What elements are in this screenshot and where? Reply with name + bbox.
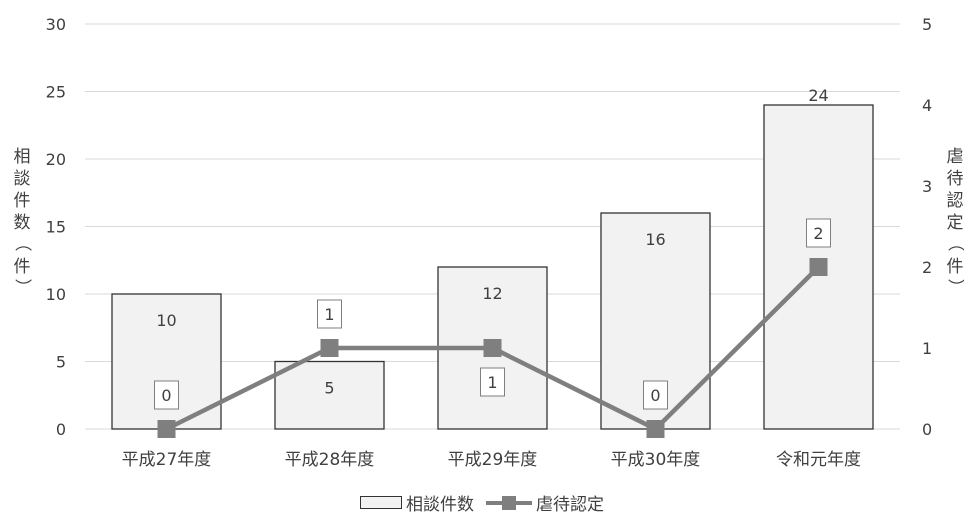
left-axis-title-char: 談 bbox=[14, 169, 31, 189]
left-tick-label: 0 bbox=[56, 420, 66, 439]
line-data-label: 1 bbox=[324, 305, 334, 324]
right-axis-title-char: 虐 bbox=[947, 147, 964, 167]
left-axis-title-char: （ bbox=[12, 235, 32, 252]
left-tick-label: 10 bbox=[46, 285, 66, 304]
right-tick-label: 1 bbox=[922, 339, 932, 358]
left-axis-title-char: 件 bbox=[14, 191, 31, 211]
right-tick-label: 5 bbox=[922, 15, 932, 34]
right-axis-title-char: ） bbox=[945, 279, 964, 296]
line-data-label: 2 bbox=[813, 224, 823, 243]
line-label-box bbox=[154, 380, 179, 410]
bar-data-label: 16 bbox=[645, 230, 665, 249]
right-tick-label: 4 bbox=[922, 96, 932, 115]
right-axis-title-char: 認 bbox=[947, 191, 964, 211]
line-label-box bbox=[806, 218, 831, 248]
bar-data-label: 10 bbox=[156, 311, 176, 330]
legend-bar-swatch bbox=[360, 496, 402, 509]
left-tick-label: 30 bbox=[46, 15, 66, 34]
left-tick-label: 25 bbox=[46, 83, 66, 102]
category-label: 平成27年度 bbox=[122, 450, 212, 470]
bar-data-label: 12 bbox=[482, 284, 502, 303]
left-tick-label: 20 bbox=[46, 150, 66, 169]
left-axis-title-char: ） bbox=[12, 279, 32, 296]
left-axis-ticks: 0 5 10 15 20 25 30 bbox=[46, 15, 66, 439]
line-label-box bbox=[480, 367, 505, 397]
left-axis-title-char: 相 bbox=[14, 147, 31, 167]
line-data-label: 1 bbox=[487, 373, 497, 392]
line-series bbox=[157, 258, 828, 438]
category-label: 平成29年度 bbox=[448, 450, 538, 470]
right-axis-title-char: （ bbox=[945, 235, 964, 252]
line-marker bbox=[483, 339, 502, 357]
left-axis-title: 相談件数（件） bbox=[12, 147, 32, 296]
line-label-box bbox=[643, 380, 668, 410]
category-label: 令和元年度 bbox=[776, 450, 861, 470]
bar-data-label: 5 bbox=[324, 379, 334, 398]
right-tick-label: 2 bbox=[922, 258, 932, 277]
left-tick-label: 15 bbox=[46, 218, 66, 237]
category-axis-labels: 平成27年度 平成28年度 平成29年度 平成30年度 令和元年度 bbox=[122, 450, 861, 470]
category-label: 平成30年度 bbox=[611, 450, 701, 470]
legend: 相談件数 虐待認定 bbox=[0, 490, 964, 515]
right-axis-title-char: 件 bbox=[947, 257, 964, 277]
line-marker bbox=[320, 339, 339, 357]
line-marker bbox=[157, 420, 176, 438]
line-label-box bbox=[317, 299, 342, 329]
bar bbox=[274, 360, 385, 430]
legend-line-label: 虐待認定 bbox=[536, 495, 604, 515]
right-axis-ticks: 0 1 2 3 4 5 bbox=[922, 15, 932, 439]
category-label: 平成28年度 bbox=[285, 450, 375, 470]
right-axis-title: 虐待認定 （ 件 ） bbox=[945, 147, 964, 296]
legend-line-swatch bbox=[486, 495, 532, 511]
bar-data-label: 24 bbox=[808, 86, 828, 105]
right-axis-title-char: 待 bbox=[947, 169, 964, 189]
left-axis-title-char: 数 bbox=[14, 213, 31, 233]
line-marker bbox=[646, 420, 665, 438]
right-axis-title-char: 定 bbox=[947, 213, 964, 233]
left-axis-title-char: 件 bbox=[14, 257, 31, 277]
legend-bar-label: 相談件数 bbox=[406, 495, 474, 515]
right-tick-label: 3 bbox=[922, 177, 932, 196]
left-tick-label: 5 bbox=[56, 353, 66, 372]
right-tick-label: 0 bbox=[922, 420, 932, 439]
line-marker bbox=[809, 258, 828, 276]
legend-item-line: 虐待認定 bbox=[486, 490, 604, 515]
legend-item-bar: 相談件数 bbox=[360, 490, 474, 515]
line-data-label: 0 bbox=[161, 386, 171, 405]
line-data-label: 0 bbox=[650, 386, 660, 405]
